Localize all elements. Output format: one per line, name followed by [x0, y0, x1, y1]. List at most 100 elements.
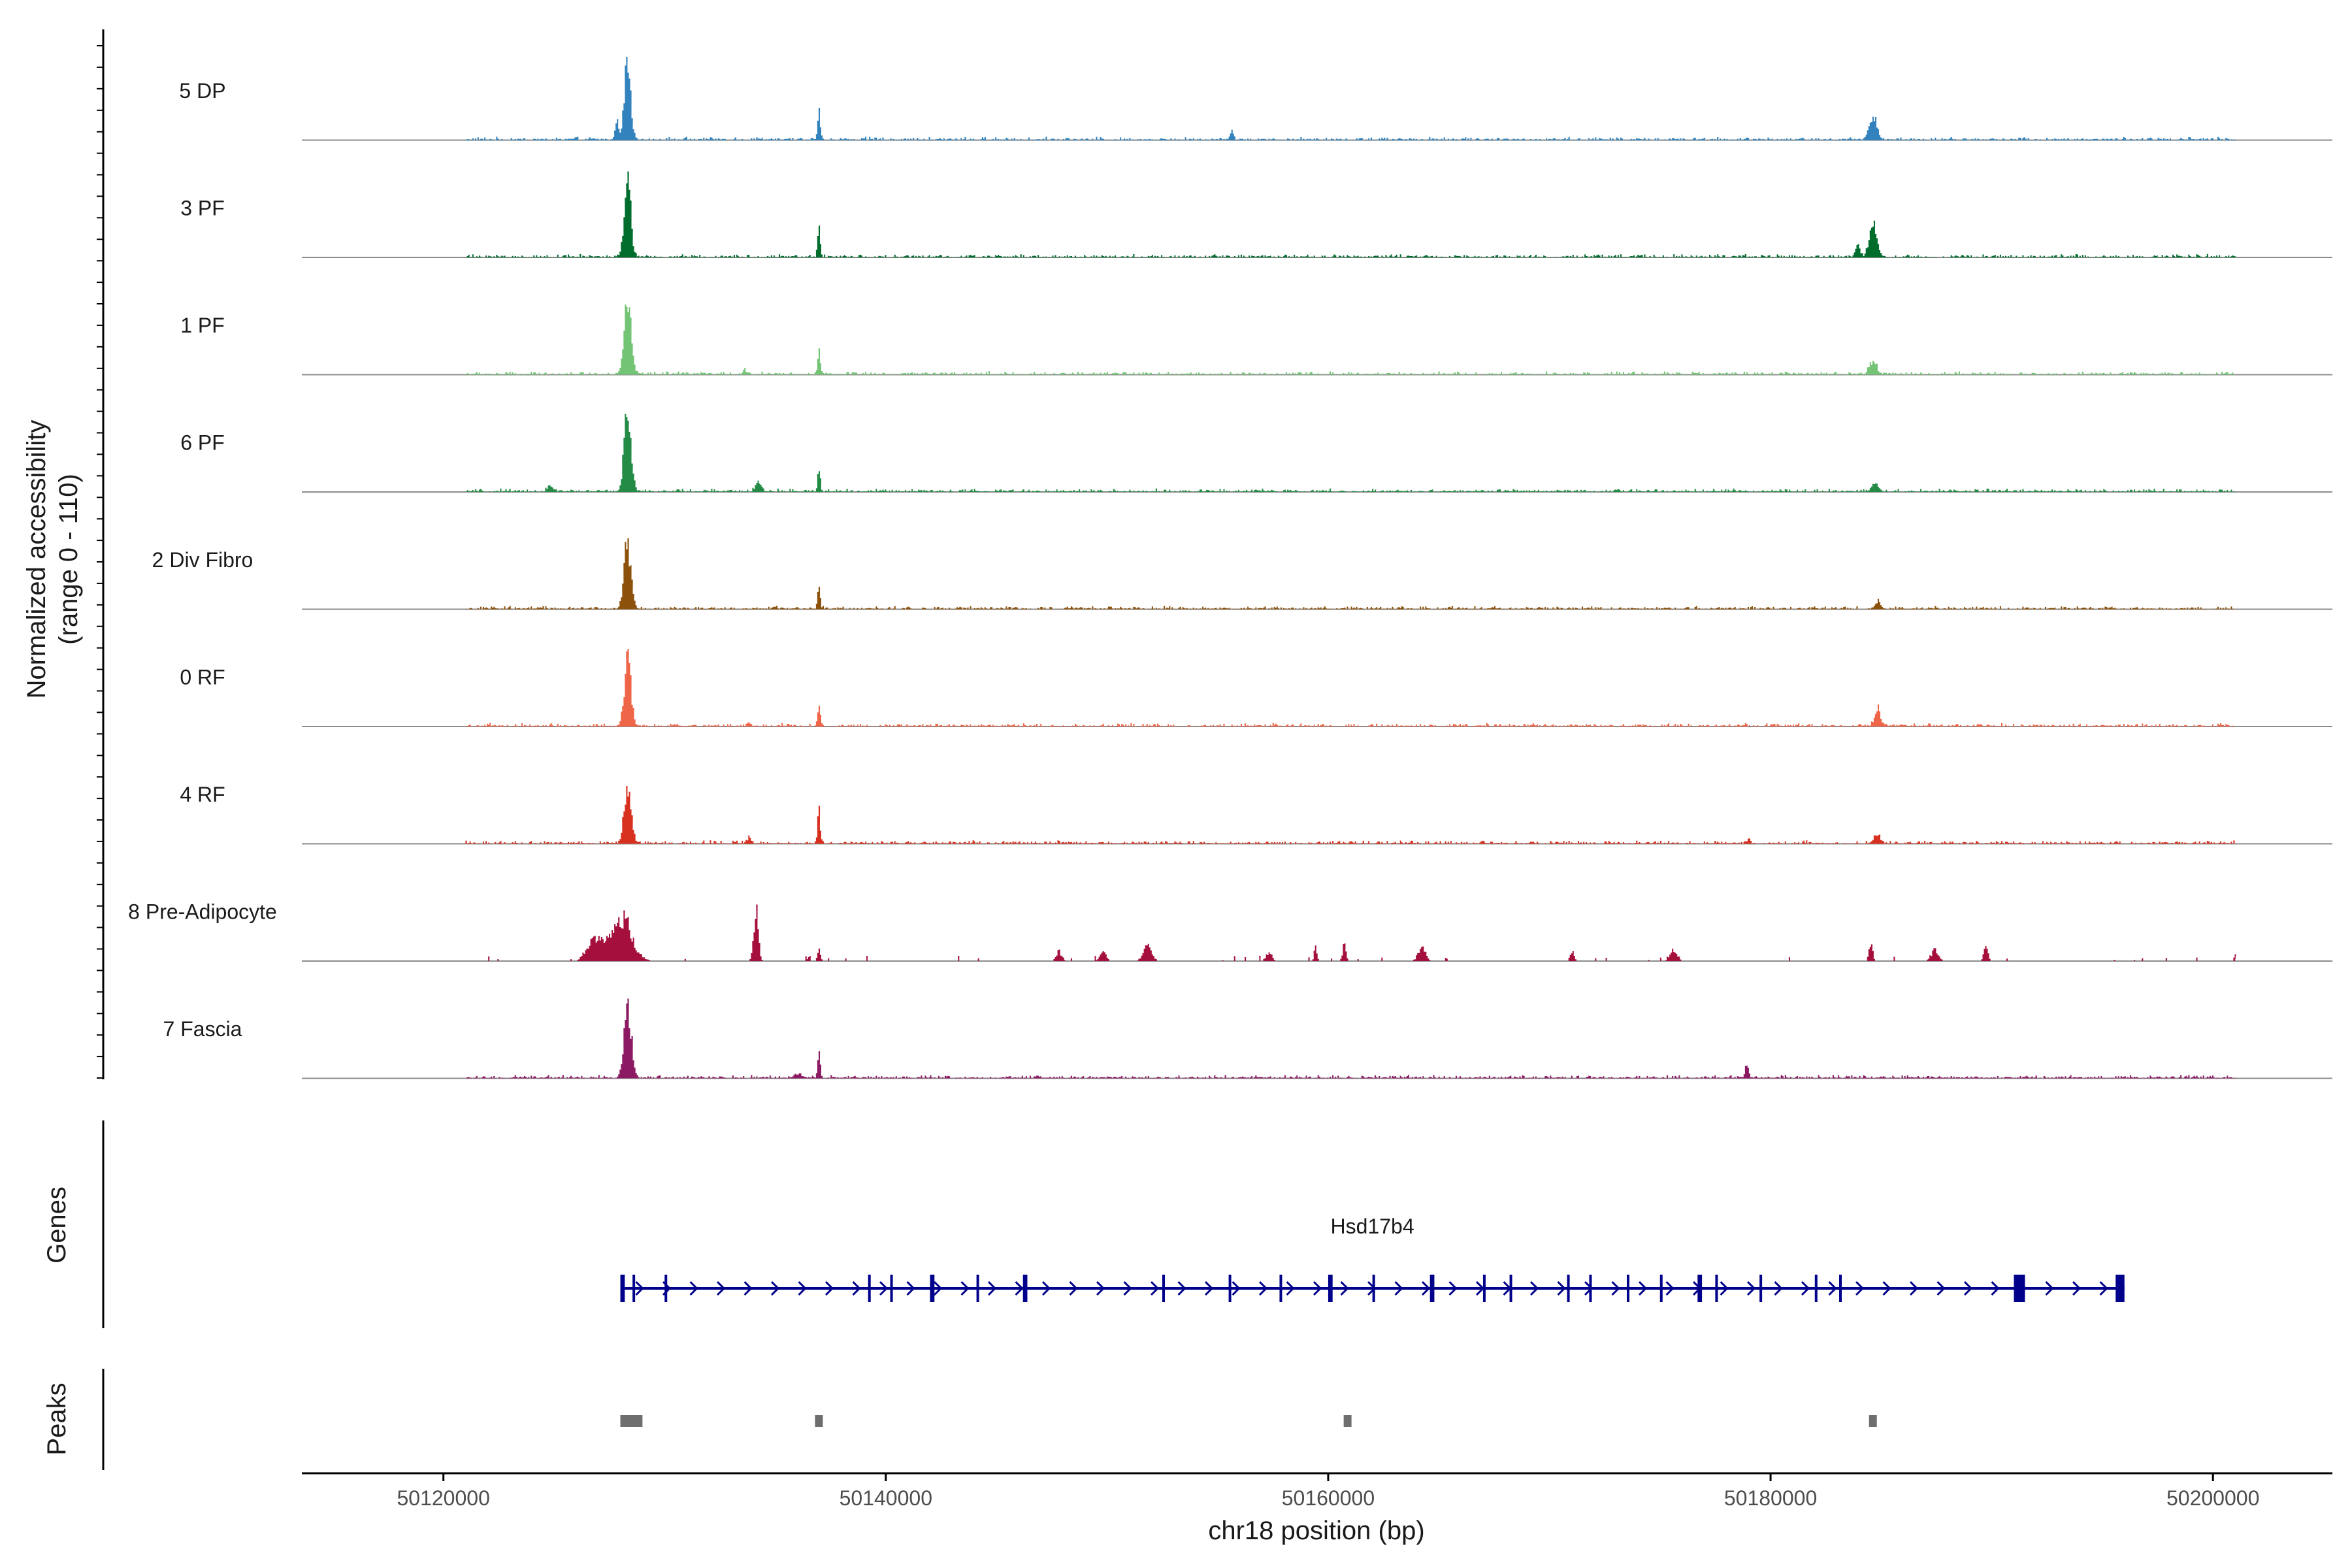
gene-strand-arrow [770, 1281, 780, 1296]
gene-track [620, 1275, 2125, 1302]
track-coverage [465, 304, 2236, 375]
x-tick-label: 50120000 [397, 1486, 489, 1510]
gene-exon [632, 1275, 636, 1302]
peak-region [1343, 1415, 1352, 1427]
gene-strand-arrow [1204, 1281, 1214, 1296]
peak-region [620, 1415, 643, 1427]
y-axis-title-line2: (range 0 - 110) [54, 474, 83, 645]
x-axis-title: chr18 position (bp) [1208, 1516, 1424, 1545]
gene-strand-arrow [1150, 1281, 1160, 1296]
gene-strand-arrow [1882, 1281, 1891, 1296]
gene-strand-arrow [1096, 1281, 1105, 1296]
gene-strand-arrow [1963, 1281, 1973, 1296]
track-8: 7 Fascia [163, 998, 2332, 1079]
gene-strand-arrow [1991, 1281, 2000, 1296]
gene-strand-arrow [987, 1281, 997, 1296]
gene-exon [1567, 1275, 1570, 1302]
track-label: 5 DP [179, 79, 225, 103]
peak-regions [620, 1415, 1877, 1427]
track-0: 5 DP [179, 57, 2332, 141]
track-label: 3 PF [180, 197, 225, 220]
gene-strand-arrow [879, 1281, 889, 1296]
track-6: 4 RF [180, 783, 2332, 845]
gene-exon [1839, 1275, 1842, 1302]
peaks-panel-label: Peaks [42, 1382, 71, 1455]
gene-exon [1279, 1275, 1282, 1302]
track-label: 7 Fascia [163, 1017, 242, 1041]
gene-strand-arrow [1720, 1281, 1729, 1296]
gene-strand-arrow [1421, 1281, 1431, 1296]
gene-exon [976, 1275, 979, 1302]
track-2: 1 PF [180, 304, 2332, 376]
track-label: 0 RF [180, 666, 225, 689]
track-coverage [465, 57, 2236, 140]
gene-strand-arrow [635, 1281, 644, 1296]
gene-exon [2014, 1275, 2025, 1302]
track-coverage [465, 649, 2236, 727]
gene-strand-arrow [1936, 1281, 1946, 1296]
coverage-tracks: 5 DP 3 PF 1 PF 6 PF 2 Div Fibro 0 RF 4 RF 8 Pre… [128, 57, 2332, 1079]
gene-exon [1697, 1275, 1703, 1302]
y-axis-title: Normalized accessibility [22, 420, 51, 699]
gene-exon [1626, 1275, 1629, 1302]
gene-strand-arrow [906, 1281, 915, 1296]
gene-exon [1022, 1275, 1028, 1302]
gene-strand-arrow [1557, 1281, 1566, 1296]
peak-region [1869, 1415, 1877, 1427]
gene-exon [2115, 1275, 2125, 1302]
gene-strand-arrow [1529, 1281, 1539, 1296]
track-7: 8 Pre-Adipocyte [128, 900, 2332, 962]
gene-exon [1509, 1275, 1512, 1302]
gene-strand-arrow [1638, 1281, 1648, 1296]
gene-exon [1659, 1275, 1663, 1302]
gene-strand-arrow [2072, 1281, 2082, 1296]
gene-strand-arrow [1069, 1281, 1078, 1296]
gene-strand-arrow [1015, 1281, 1024, 1296]
peak-region [815, 1415, 823, 1427]
gene-strand-arrow [1258, 1281, 1268, 1296]
track-label: 1 PF [180, 314, 225, 337]
gene-exon [1372, 1275, 1375, 1302]
gene-strand-arrow [1828, 1281, 1837, 1296]
gene-exon [620, 1275, 625, 1302]
x-tick-label: 50140000 [840, 1486, 932, 1510]
track-1: 3 PF [180, 171, 2332, 258]
gene-strand-arrow [852, 1281, 861, 1296]
gene-exon [664, 1275, 668, 1302]
gene-strand-arrow [798, 1281, 807, 1296]
gene-exon [1589, 1275, 1592, 1302]
gene-exon [1228, 1275, 1232, 1302]
gene-exon [890, 1275, 893, 1302]
gene-strand-arrow [1448, 1281, 1458, 1296]
gene-strand-arrow [1611, 1281, 1620, 1296]
gene-strand-arrow [1123, 1281, 1132, 1296]
track-coverage [465, 414, 2236, 492]
genes-panel-label: Genes [42, 1186, 71, 1264]
gene-strand-arrow [1041, 1281, 1051, 1296]
track-coverage [465, 904, 2236, 961]
gene-exon [1328, 1275, 1333, 1302]
gene-exon [868, 1275, 871, 1302]
gene-strand-arrow [716, 1281, 726, 1296]
gene-strand-arrow [933, 1281, 943, 1296]
coverage-y-ticks [97, 45, 103, 1079]
gene-exon [1715, 1275, 1718, 1302]
gene-strand-arrow [743, 1281, 753, 1296]
gene-strand-arrow [1774, 1281, 1783, 1296]
track-5: 0 RF [180, 649, 2332, 727]
y-axis-title-line1: Normalized accessibility [22, 420, 51, 699]
gene-strand-arrow [960, 1281, 970, 1296]
x-tick-label: 50180000 [1724, 1486, 1817, 1510]
gene-exon [1429, 1275, 1435, 1302]
x-axis-ticks: 50120000 50140000 50160000 50180000 50200000 [397, 1473, 2259, 1510]
gene-strand-arrow [1286, 1281, 1295, 1296]
gene-exon [1759, 1275, 1763, 1302]
gene-strand-arrow [825, 1281, 834, 1296]
x-tick-label: 50200000 [2166, 1486, 2259, 1510]
gene-strand-arrow [1340, 1281, 1349, 1296]
gene-strand-arrow [1801, 1281, 1810, 1296]
y-axis-title-2: (range 0 - 110) [54, 474, 83, 645]
gene-strand-arrow [1909, 1281, 1919, 1296]
gene-strand-arrow [1746, 1281, 1756, 1296]
